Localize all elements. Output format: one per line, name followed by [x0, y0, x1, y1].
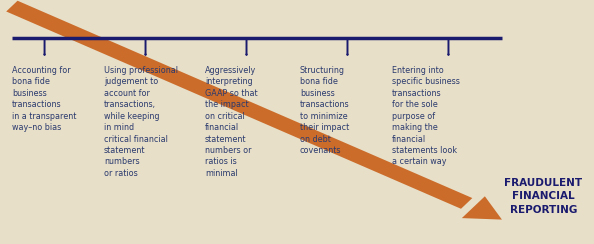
Text: Aggressively
interpreting
GAAP so that
the impact
on critical
financial
statemen: Aggressively interpreting GAAP so that t… — [205, 66, 258, 178]
Text: Structuring
bona fide
business
transactions
to minimize
their impact
on debt
cov: Structuring bona fide business transacti… — [300, 66, 350, 155]
Text: FRAUDULENT
FINANCIAL
REPORTING: FRAUDULENT FINANCIAL REPORTING — [504, 178, 583, 215]
Text: Using professional
judgement to
account for
transactions,
while keeping
in mind
: Using professional judgement to account … — [104, 66, 178, 178]
Polygon shape — [6, 1, 472, 209]
Text: Entering into
specific business
transactions
for the sole
purpose of
making the
: Entering into specific business transact… — [392, 66, 460, 166]
Polygon shape — [462, 196, 502, 220]
Text: Accounting for
bona fide
business
transactions
in a transparent
way–no bias: Accounting for bona fide business transa… — [12, 66, 76, 132]
